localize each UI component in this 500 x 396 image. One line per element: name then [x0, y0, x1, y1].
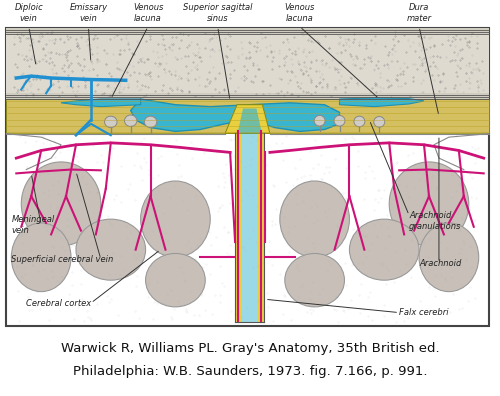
- Ellipse shape: [144, 116, 157, 128]
- Text: Warwick R, Williams PL. Gray's Anatomy, 35th British ed.: Warwick R, Williams PL. Gray's Anatomy, …: [60, 342, 440, 355]
- Text: Venous
lacuna: Venous lacuna: [133, 3, 164, 23]
- Polygon shape: [225, 105, 270, 133]
- Ellipse shape: [280, 181, 349, 257]
- Polygon shape: [340, 98, 424, 107]
- Text: Cerebral cortex: Cerebral cortex: [26, 299, 92, 308]
- Ellipse shape: [140, 181, 210, 257]
- Ellipse shape: [76, 219, 146, 280]
- Text: Superficial cerebral vein: Superficial cerebral vein: [12, 255, 114, 264]
- Text: Dura
mater: Dura mater: [406, 3, 432, 23]
- Bar: [6, 29, 488, 326]
- Polygon shape: [61, 99, 140, 107]
- Text: Meningeal
vein: Meningeal vein: [12, 215, 54, 234]
- Ellipse shape: [334, 115, 345, 126]
- Ellipse shape: [354, 116, 365, 127]
- Polygon shape: [130, 99, 340, 131]
- Bar: [6, 34, 488, 93]
- Text: Diploic
vein: Diploic vein: [14, 3, 43, 23]
- Ellipse shape: [314, 115, 325, 126]
- Ellipse shape: [389, 162, 469, 246]
- Ellipse shape: [374, 116, 384, 127]
- Ellipse shape: [350, 219, 419, 280]
- Bar: [6, 29, 488, 101]
- Ellipse shape: [22, 162, 101, 246]
- Bar: [235, 131, 242, 322]
- Text: Emissary
vein: Emissary vein: [70, 3, 108, 23]
- Bar: [242, 131, 258, 322]
- Ellipse shape: [285, 253, 344, 307]
- Text: Philadelphia: W.B. Saunders, 1973. fig. 7.166, p. 991.: Philadelphia: W.B. Saunders, 1973. fig. …: [73, 365, 427, 378]
- Ellipse shape: [146, 253, 206, 307]
- Text: Arachnoid: Arachnoid: [419, 259, 462, 268]
- Text: Falx cerebri: Falx cerebri: [399, 308, 449, 317]
- Bar: [258, 131, 264, 322]
- Ellipse shape: [104, 116, 117, 128]
- Polygon shape: [238, 109, 262, 133]
- Ellipse shape: [124, 115, 137, 126]
- Text: Arachnoid
granulations: Arachnoid granulations: [409, 211, 462, 231]
- Ellipse shape: [419, 223, 478, 291]
- Text: Venous
lacuna: Venous lacuna: [284, 3, 315, 23]
- Text: Superior sagittal
sinus: Superior sagittal sinus: [183, 3, 252, 23]
- Bar: [6, 99, 488, 133]
- Ellipse shape: [12, 223, 71, 291]
